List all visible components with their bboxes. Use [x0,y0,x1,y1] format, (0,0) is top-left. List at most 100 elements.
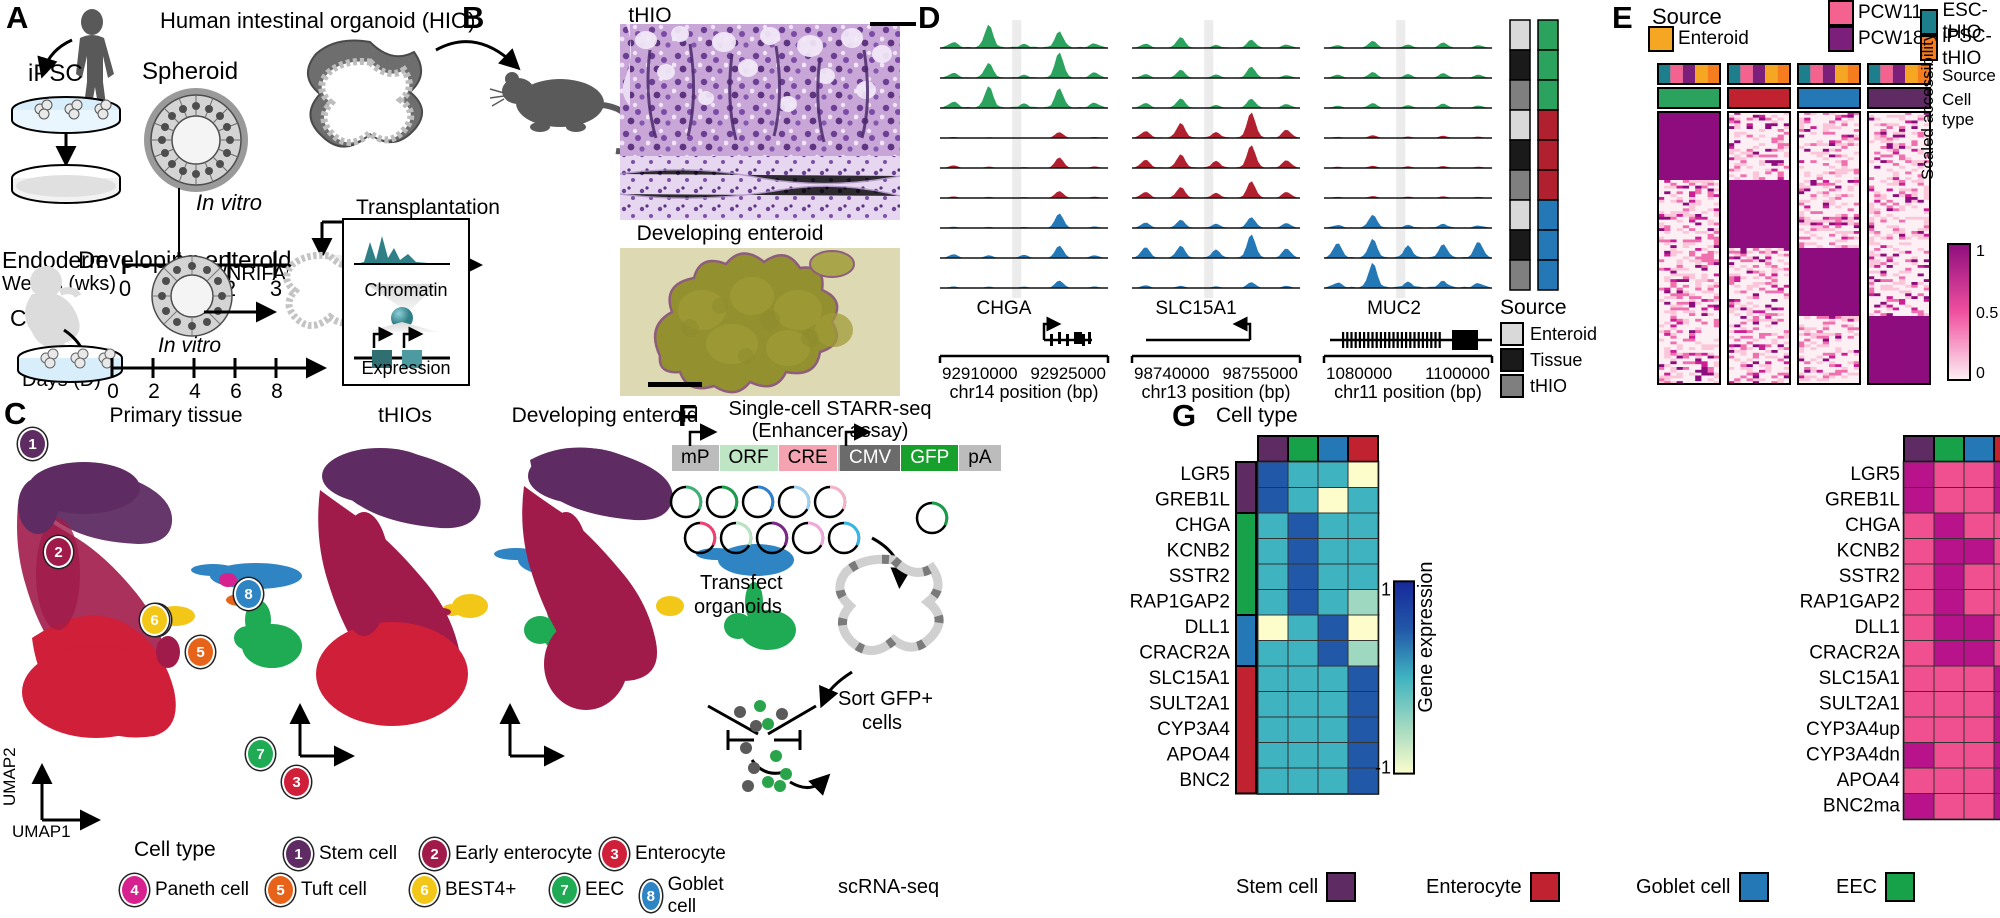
svg-text:CYP3A4dn: CYP3A4dn [1806,745,1900,766]
day-tick-8: 8 [271,380,283,403]
panel-e-annotation-rows [1657,63,1938,110]
celltype-legend-label: EEC [585,879,625,900]
svg-text:chr11 position (bp): chr11 position (bp) [1334,382,1482,402]
panel-g-letter: G [1172,398,1197,433]
svg-text:SULT2A1: SULT2A1 [1149,694,1230,715]
svg-text:1100000: 1100000 [1425,364,1490,383]
heatmap-gene-expression: LGR5 GREB1L CHGA KCNB2 SSTR2 RAP1GAP2 DLL1 CRAC… [1130,435,1437,795]
day-tick-6: 6 [230,380,242,403]
celltype-legend-goblet-cell: 8 Goblet cell [640,874,731,918]
panel-a-letter: A [6,0,29,35]
panel-d-source-title: Source [1500,296,1567,319]
svg-text:SSTR2: SSTR2 [1839,566,1900,587]
celltype-badge-3: 3 [600,838,629,870]
svg-text:LGR5: LGR5 [1180,464,1230,485]
construct-segment-gfp: GFP [901,445,960,471]
e-swatch [1920,9,1939,35]
e-swatch [1828,0,1854,26]
umap-callout-5: 5 [186,636,215,668]
endoderm-label: Endoderm [2,247,109,273]
g-legend-goblet-cell: Goblet cell [1636,872,1769,902]
transfect-label-2: organoids [694,596,782,618]
scrnaseq-label: scRNA-seq [838,876,940,898]
umap-plots [17,447,796,831]
svg-text:SLC15A1: SLC15A1 [1149,668,1230,689]
chromatin-label: Chromatin [364,280,448,300]
umap-callout-3: 3 [282,766,311,798]
svg-text:CRACR2A: CRACR2A [1139,643,1230,664]
e-legend-pcw18: PCW18 [1828,26,1923,52]
svg-text:DLL1: DLL1 [1855,617,1900,638]
source-legend-label: Enteroid [1530,323,1598,344]
panel-d-axes: 92910000 92925000 chr14 position (bp) 98740… [938,352,1500,402]
transplantation-label: Transplantation [356,196,500,219]
g-legend-enterocyte: Enterocyte [1426,872,1560,902]
panel-g-celltype-header: Cell type [1216,404,1298,427]
invitro-label-days: In vitro [158,334,222,357]
construct-segment-pa: pA [959,445,1002,471]
e-legend-esc-thio: ESC-tHIO [1920,0,1998,44]
ipsc-label: iPSC [28,60,83,87]
spheroid-label: Spheroid [142,58,239,85]
celltype-legend-label: Enterocyte [635,843,726,864]
panel-f-letter: F [678,398,697,433]
svg-text:BNC2ma: BNC2ma [1823,796,1901,817]
week-tick-0: 0 [118,276,132,301]
svg-text:KCNB2: KCNB2 [1837,541,1900,562]
celltype-badge-8: 8 [640,880,662,912]
panel-d-letter: D [918,0,941,35]
svg-text:SULT2A1: SULT2A1 [1819,694,1900,715]
umap-callout-2: 2 [44,536,73,568]
source-legend-label: tHIO [1530,375,1568,396]
svg-text:GREB1L: GREB1L [1825,490,1900,511]
day-tick-4: 4 [189,380,201,403]
panel-a-lower-schematic [17,251,370,383]
svg-text:CHGA: CHGA [1175,515,1230,536]
chromatin-expression-icons [354,236,450,368]
panel-d-tracks [940,20,1500,298]
panel-a-title: Human intestinal organoid (HIO) [160,8,476,33]
svg-text:RAP1GAP2: RAP1GAP2 [1800,592,1900,613]
source-legend-item-tissue: Tissue [1500,348,1582,372]
svg-text:CYP3A4up: CYP3A4up [1806,719,1900,740]
panel-c-letter: C [4,396,27,431]
wnrifag-label: WNRIFAG [208,263,302,285]
svg-text:APOA4: APOA4 [1167,745,1231,766]
panel-e-colorbar-label: Scaled accessibility [1918,32,1937,180]
celltype-legend-early-enterocyte: 2 Early enterocyte [420,838,592,870]
svg-text:chr13 position (bp): chr13 position (bp) [1141,382,1290,402]
svg-text:APOA4: APOA4 [1837,770,1901,791]
celltype-legend-label: Tuft cell [301,879,367,900]
starrseq-title-line1: Single-cell STARR-seq [728,398,932,420]
source-swatch-enteroid [1500,322,1524,346]
svg-text:1: 1 [1381,579,1391,599]
panel-e-legend: Enteroid PCW11 PCW18 ESC-tHIO iPSC-tHIO [1648,0,1998,69]
source-swatch-thio [1500,374,1524,398]
celltype-legend-best4-: 6 BEST4+ [410,874,516,906]
g-legend-swatch [1885,872,1916,902]
celltype-legend: 1 Stem cell 2 Early enterocyte 3 Enterocyte 4 P… [120,832,726,917]
e-swatch [1920,35,1939,61]
source-legend-item-thio: tHIO [1500,374,1567,398]
svg-text:SLC15A1: SLC15A1 [1155,298,1236,319]
g-legend-eec: EEC [1836,872,1916,902]
umap-callout-6: 6 [140,604,169,636]
celltype-legend-label: BEST4+ [445,879,517,900]
day-tick-0: 0 [107,380,119,403]
svg-text:MUC2: MUC2 [1367,298,1421,319]
construct-segment-cmv: CMV [840,445,902,471]
g-legend-swatch [1738,872,1769,902]
celltype-legend-label: Goblet cell [667,874,724,917]
celltype-badge-1: 1 [284,838,313,870]
panel-e-letter: E [1612,0,1633,35]
umap-title-primary: Primary tissue [109,404,243,427]
svg-text:chr14 position (bp): chr14 position (bp) [949,382,1098,402]
umap-callout-8: 8 [234,578,263,610]
umap1-axis-label: UMAP1 [12,822,71,841]
svg-text:DLL1: DLL1 [1185,617,1230,638]
e-legend-enteroid: Enteroid [1648,26,1749,52]
svg-text:0.5: 0.5 [1976,305,1998,322]
transfect-label-1: Transfect [700,572,783,594]
developing-enteroid-image [620,248,900,396]
celltype-legend-paneth-cell: 4 Paneth cell [120,874,249,906]
